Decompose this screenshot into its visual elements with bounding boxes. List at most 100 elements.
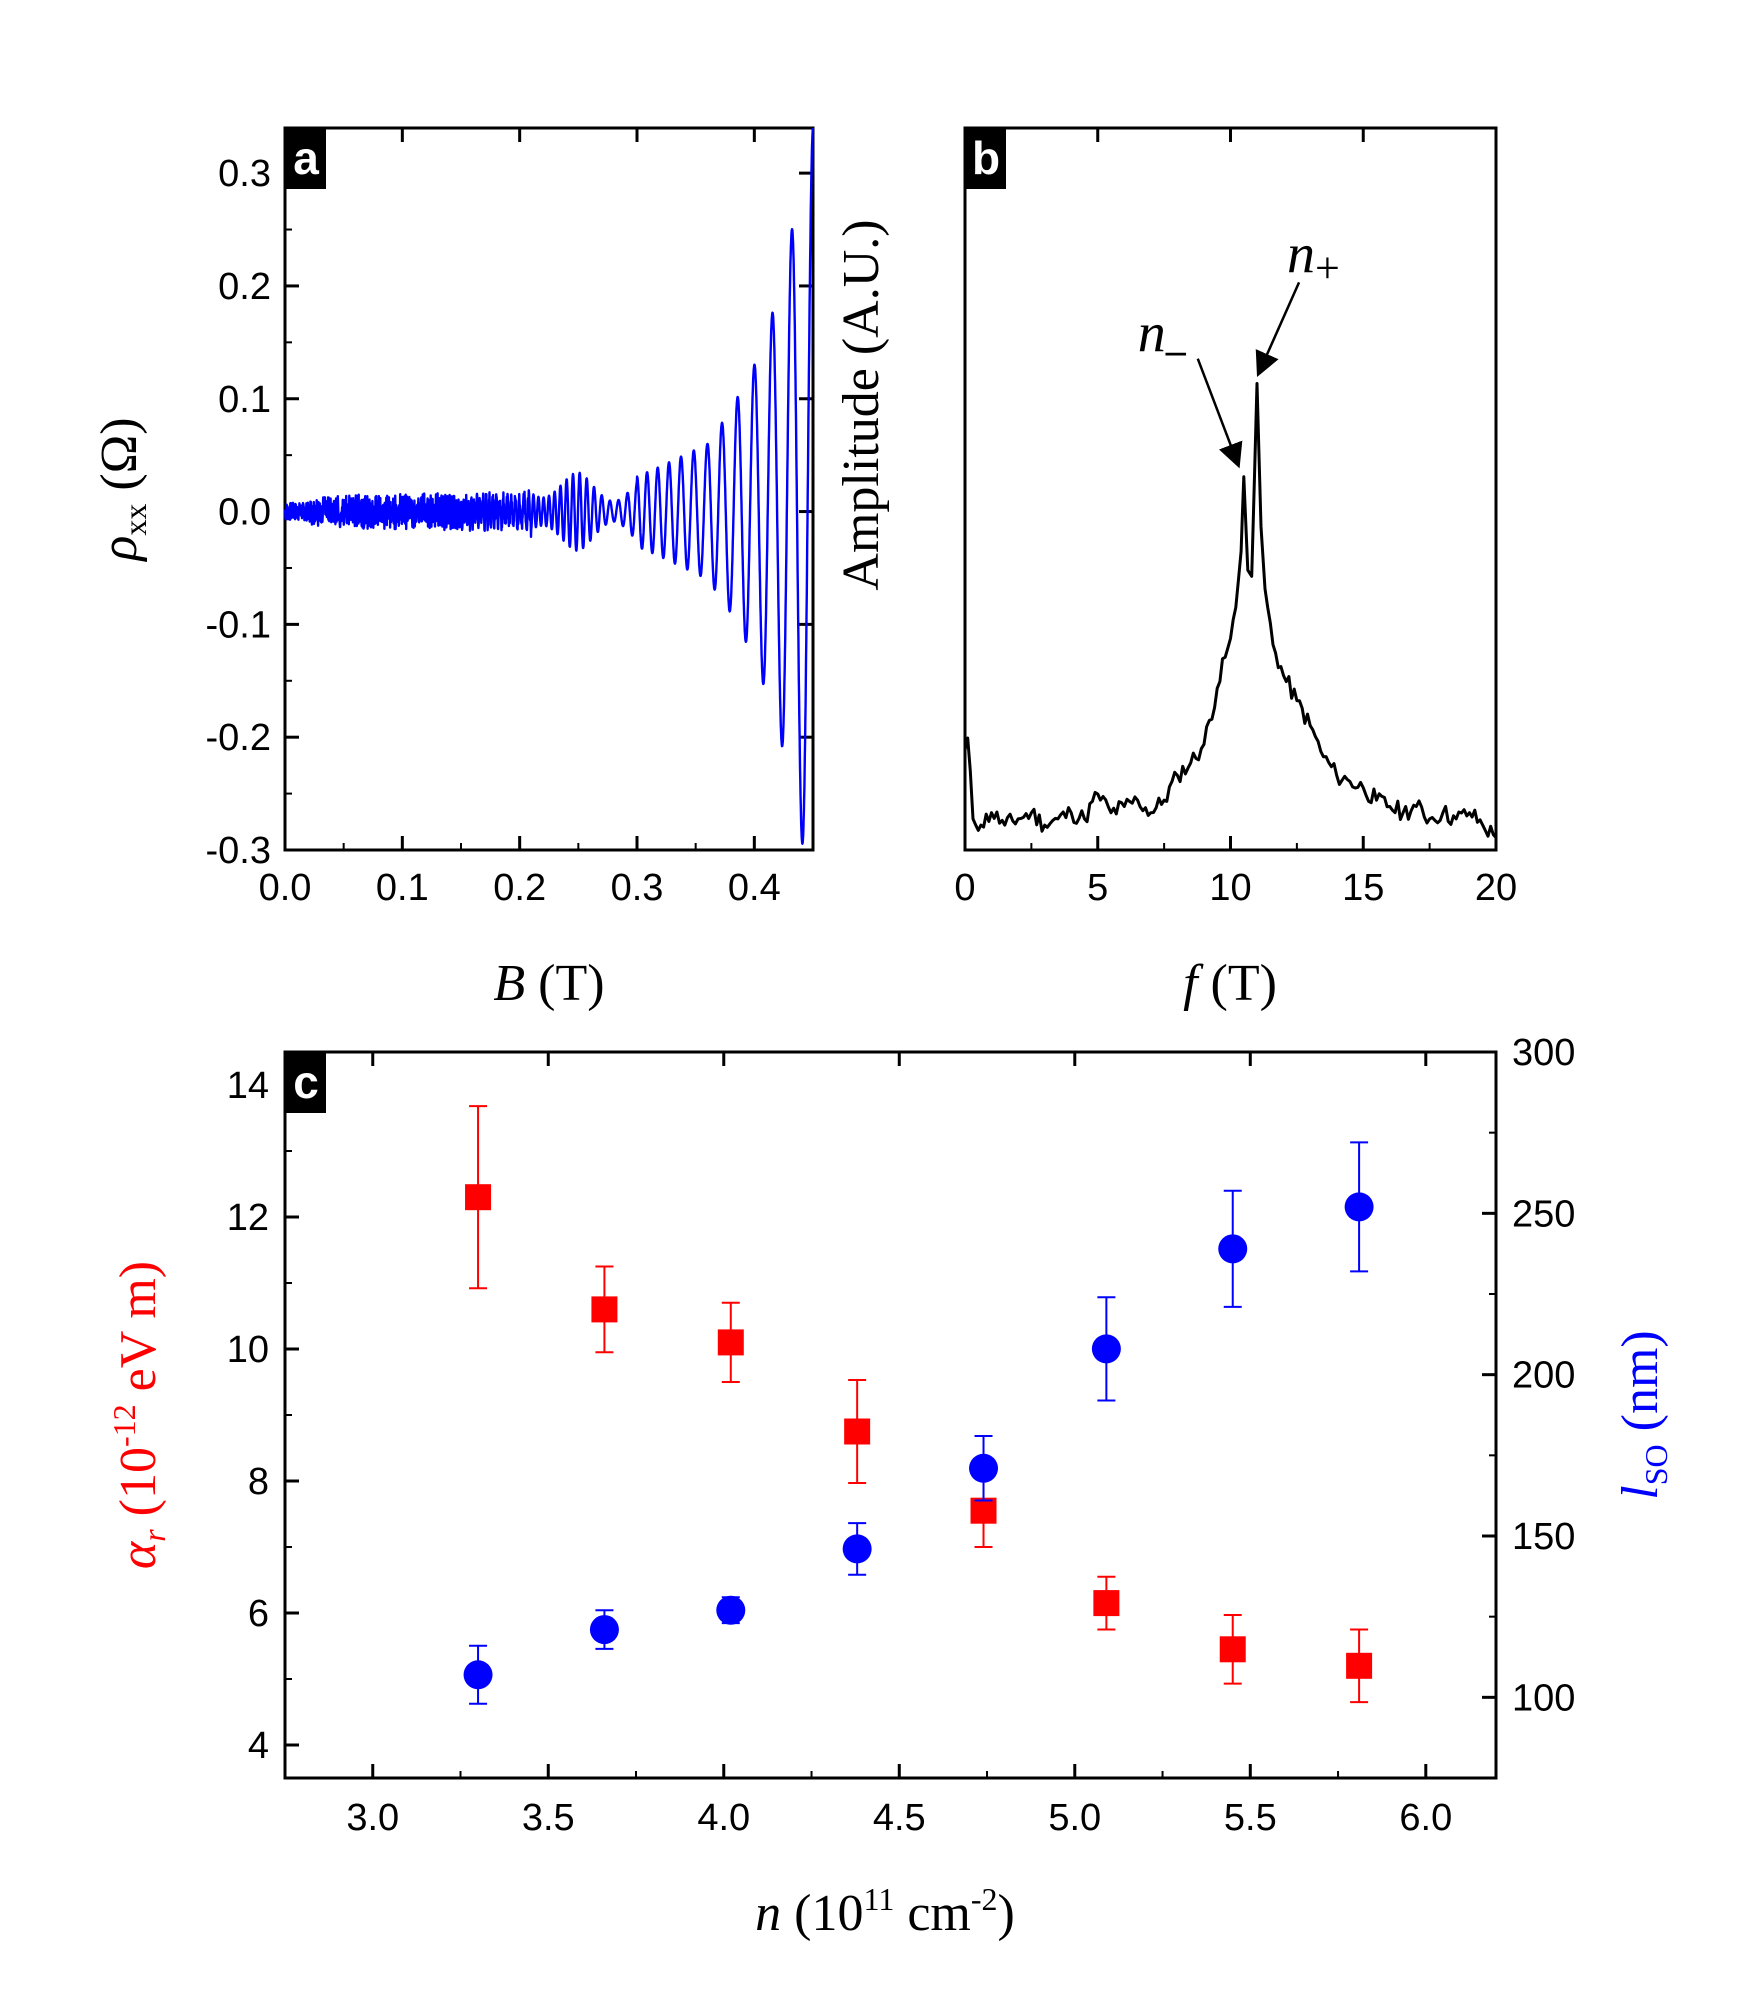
panel-b-x-tick-label: 0 xyxy=(954,867,975,909)
panel-c-x-tick-label: 5.0 xyxy=(1048,1797,1101,1839)
panel-a-frame xyxy=(283,126,815,852)
panel-c-marks xyxy=(463,1105,1374,1705)
panel-c-x-tick-label: 3.0 xyxy=(346,1797,399,1839)
n-plus-arrow xyxy=(1255,281,1301,377)
panel-b-x-tick-label: 10 xyxy=(1209,867,1251,909)
panel-c-x-space xyxy=(781,1885,794,1942)
panel-c-y-left-tick-label: 4 xyxy=(248,1725,269,1767)
panel-a-tick-labels: 0.0 0.1 0.2 0.3 0.4 -0.3 -0.2 -0.1 0.0 0.1 0.2 0.3 xyxy=(206,153,781,909)
panel-b-x-title: f (T) xyxy=(1183,955,1277,1012)
panel-b-x-symbol: f xyxy=(1183,955,1204,1012)
panel-b-frame xyxy=(963,126,1498,852)
panel-c-yr-sub: SO xyxy=(1638,1444,1674,1485)
panel-c-x-symbol: n xyxy=(755,1885,781,1942)
n-plus-subscript: + xyxy=(1315,243,1340,292)
panel-c-x-tick-label: 6.0 xyxy=(1399,1797,1452,1839)
l_SO-point xyxy=(716,1595,746,1625)
panel-c-y-right-tick-label: 200 xyxy=(1512,1355,1575,1397)
panel-c-y-left-tick-label: 14 xyxy=(227,1065,269,1107)
panel-a-x-unit: (T) xyxy=(538,955,604,1012)
panel-c-x-space2 xyxy=(894,1885,907,1942)
panel-a-x-tick-label: 0.1 xyxy=(376,867,429,909)
alpha_r-marker xyxy=(717,1329,744,1356)
alpha_r-marker xyxy=(1219,1636,1246,1663)
panel-c-y-left-title: αr (10-12 eV m) xyxy=(106,1261,172,1569)
panel-a-y-unit: (Ω) xyxy=(91,417,148,490)
panel-a-y-tick-label: 0.1 xyxy=(218,379,271,421)
l_SO-marker xyxy=(589,1615,619,1645)
l_SO-point xyxy=(463,1644,493,1705)
panel-c-tag: c xyxy=(293,1056,319,1108)
panel-a-y-tick-label: 0.3 xyxy=(218,153,271,195)
panel-a-y-title: ρxx (Ω) xyxy=(91,417,153,562)
alpha_r-marker xyxy=(1346,1652,1373,1679)
panel-b: 0 5 10 15 20 b f (T) Amplitude (A.U.) n– n+ xyxy=(833,126,1517,1012)
alpha_r-marker xyxy=(844,1418,871,1445)
alpha_r-point xyxy=(1219,1613,1246,1685)
panel-c-x-exp: 11 xyxy=(864,1881,895,1917)
panel-a-y-sub: xx xyxy=(117,504,153,536)
panel-a-y-space xyxy=(91,491,148,504)
l_SO-point xyxy=(842,1522,872,1576)
panel-c-y-left-tick-label: 6 xyxy=(248,1593,269,1635)
l_SO-marker xyxy=(1218,1234,1248,1264)
panel-c-yl-unit2: eV m) xyxy=(110,1261,167,1391)
panel-b-x-tick-label: 5 xyxy=(1087,867,1108,909)
panel-c-yl-space xyxy=(110,1516,167,1529)
panel-a-y-tick-label: 0.0 xyxy=(218,492,271,534)
panel-a-x-tick-label: 0.3 xyxy=(611,867,664,909)
panel-b-ticks xyxy=(963,128,1498,850)
alpha_r-marker xyxy=(1093,1590,1120,1617)
alpha_r-point xyxy=(1346,1628,1373,1704)
panel-b-annotations: n– n+ xyxy=(1138,223,1340,469)
panel-c-y-right-tick-label: 250 xyxy=(1512,1193,1575,1235)
panel-a-tag-bg xyxy=(286,129,326,189)
panel-b-x-unit: (T) xyxy=(1211,955,1277,1012)
panel-c-yl-space2 xyxy=(110,1391,167,1404)
l_SO-point xyxy=(1091,1296,1121,1402)
alpha_r-marker xyxy=(465,1184,492,1211)
panel-c-yr-symbol: l xyxy=(1612,1485,1669,1499)
panel-c-y-right-tick-label: 100 xyxy=(1512,1677,1575,1719)
panel-a-y-tick-label: -0.1 xyxy=(206,604,271,646)
panel-a-rho-curve xyxy=(283,127,815,845)
panel-c-x-unit2: cm xyxy=(907,1885,971,1942)
panel-a-x-symbol: B xyxy=(493,955,525,1012)
panel-c-yl-unit: (10 xyxy=(110,1447,167,1516)
panel-c-yr-unit: (nm) xyxy=(1612,1330,1669,1431)
panel-b-y-title: Amplitude (A.U.) xyxy=(833,219,890,590)
l_SO-point xyxy=(1344,1141,1374,1273)
alpha_r-marker xyxy=(591,1296,618,1323)
alpha_r-point xyxy=(717,1301,744,1383)
panel-a-x-tick-label: 0.0 xyxy=(259,867,312,909)
n-minus-label: n– xyxy=(1138,303,1187,373)
panel-c-yl-exp: -12 xyxy=(106,1404,142,1447)
l_SO-marker xyxy=(969,1453,999,1483)
n-plus-label: n+ xyxy=(1287,223,1340,292)
panel-b-tag-bg xyxy=(966,129,1006,189)
n-minus-subscript: – xyxy=(1165,328,1187,373)
panel-c-x-tick-label: 5.5 xyxy=(1224,1797,1277,1839)
panel-c-x-tick-label: 4.0 xyxy=(697,1797,750,1839)
alpha_r-point xyxy=(591,1265,618,1354)
panel-c-x-tick-label: 4.5 xyxy=(873,1797,926,1839)
panel-c-y-left-tick-label: 10 xyxy=(227,1329,269,1371)
panel-c-yl-sub: r xyxy=(136,1529,172,1542)
l_SO-point xyxy=(589,1609,619,1650)
panel-c-yl-symbol: α xyxy=(110,1540,167,1569)
panel-c-y-right-tick-label: 150 xyxy=(1512,1516,1575,1558)
panel-c-x-tick-label: 3.5 xyxy=(522,1797,575,1839)
panel-a-tag: a xyxy=(293,132,319,184)
panel-b-tag: b xyxy=(972,132,1000,184)
panel-a-x-tick-label: 0.2 xyxy=(493,867,546,909)
panel-b-x-tick-label: 20 xyxy=(1475,867,1517,909)
l_SO-marker xyxy=(842,1534,872,1564)
n-minus-arrow xyxy=(1196,358,1243,469)
panel-a: 0.0 0.1 0.2 0.3 0.4-0.3-0.2-0.10.00.10.20.3 … xyxy=(91,126,815,1012)
panel-a-y-tick-label: -0.3 xyxy=(206,830,271,872)
panel-c-x-close: ) xyxy=(998,1885,1015,1942)
panel-c-x-unit: (10 xyxy=(794,1885,863,1942)
panel-c-yr-space xyxy=(1612,1431,1669,1444)
panel-c-y-left-tick-label: 8 xyxy=(248,1461,269,1503)
panel-c-tick-labels: 3.0 3.5 4.0 4.5 5.0 5.5 6.0 4 6 8 10 12 14 100 150 200 2… xyxy=(227,1032,1576,1839)
